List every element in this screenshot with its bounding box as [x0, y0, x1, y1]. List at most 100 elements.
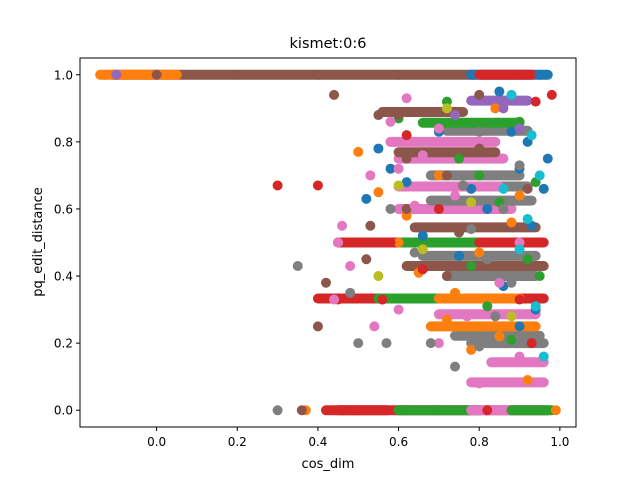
x-tick-label-5: 1.0: [550, 435, 569, 449]
y-tick-label-2: 0.4: [54, 270, 73, 284]
scatter-point-s7-7: [506, 277, 517, 288]
scatter-point-s2-4: [425, 237, 436, 248]
scatter-point-s3-14: [377, 294, 388, 305]
x-tick-label-1: 0.2: [228, 435, 247, 449]
scatter-point-s4-0: [111, 69, 122, 80]
scatter-point-s6-17: [385, 116, 396, 127]
scatter-point-s0-6: [373, 143, 384, 154]
scatter-point-s6-0: [401, 93, 412, 104]
scatter-point-s2-15: [522, 254, 533, 265]
scatter-point-s5-2: [312, 69, 323, 80]
scatter-point-s5-8: [401, 153, 412, 164]
scatter-point-s0-17: [542, 153, 553, 164]
scatter-point-s6-12: [433, 338, 444, 349]
scatter-point-s1-11: [373, 187, 384, 198]
scatter-point-s7-3: [458, 180, 469, 191]
scatter-point-s3-9: [417, 264, 428, 275]
scatter-point-s7-15: [292, 260, 303, 271]
scatter-point-s5-15: [312, 321, 323, 332]
scatter-point-s2-12: [433, 405, 444, 416]
scatter-point-s3-0: [514, 69, 525, 80]
scatter-point-s1-10: [522, 375, 533, 386]
scatter-point-s5-4: [474, 89, 485, 100]
scatter-point-s5-9: [441, 170, 452, 181]
scatter-point-s0-16: [514, 321, 525, 332]
scatter-point-s0-8: [482, 203, 493, 214]
scatter-point-s0-14: [385, 163, 396, 174]
scatter-point-s5-13: [474, 143, 485, 154]
scatter-point-s1-15: [393, 237, 404, 248]
scatter-point-s3-15: [526, 338, 537, 349]
y-tick-label-3: 0.6: [54, 202, 73, 216]
scatter-point-s2-3: [454, 153, 465, 164]
scatter-point-s0-0: [534, 69, 545, 80]
scatter-point-s1-6: [494, 331, 505, 342]
scatter-point-s6-16: [450, 190, 461, 201]
scatter-point-s5-17: [454, 227, 465, 238]
x-tick-label-3: 0.6: [389, 435, 408, 449]
scatter-point-s5-1: [232, 69, 243, 80]
scatter-point-s5-7: [365, 220, 376, 231]
scatter-point-s5-19: [522, 183, 533, 194]
scatter-point-s7-12: [381, 338, 392, 349]
scatter-point-s7-0: [474, 126, 485, 137]
scatter-point-s6-10: [409, 200, 420, 211]
scatter-point-s3-12: [482, 405, 493, 416]
scatter-point-s7-5: [466, 224, 477, 235]
scatter-point-s2-8: [401, 405, 412, 416]
scatter-point-s7-17: [409, 247, 420, 258]
scatter-point-s8-5: [417, 244, 428, 255]
scatter-point-s6-6: [345, 260, 356, 271]
scatter-point-s0-5: [538, 183, 549, 194]
scatter-point-s3-10: [498, 237, 509, 248]
scatter-point-s5-14: [441, 271, 452, 282]
scatter-point-s1-14: [466, 344, 477, 355]
scatter-point-s5-5: [329, 89, 340, 100]
x-axis-ticks: 0.0 0.2 0.4 0.6 0.8 1.0: [147, 427, 569, 449]
scatter-point-s2-6: [482, 301, 493, 312]
scatter-point-s9-1: [534, 170, 545, 181]
scatter-point-s3-17: [433, 203, 444, 214]
scatter-point-s1-16: [433, 170, 444, 181]
scatter-point-s2-13: [506, 334, 517, 345]
scatter-point-s5-3: [393, 69, 404, 80]
chart-title: kismet:0:6: [290, 36, 367, 52]
scatter-point-s9-3: [530, 301, 541, 312]
scatter-point-s2-11: [534, 271, 545, 282]
scatter-point-s6-8: [474, 378, 485, 389]
scatter-point-s5-12: [401, 203, 412, 214]
scatter-point-s7-9: [514, 331, 525, 342]
scatter-point-s6-7: [329, 294, 340, 305]
scatter-point-s1-5: [441, 314, 452, 325]
scatter-point-s7-6: [482, 254, 493, 265]
scatter-point-s1-12: [450, 287, 461, 298]
scatter-point-s6-1: [433, 123, 444, 134]
y-tick-label-0: 0.0: [54, 404, 73, 418]
scatter-point-s1-3: [353, 146, 364, 157]
scatter-point-s6-14: [369, 321, 380, 332]
scatter-point-s3-1: [546, 89, 557, 100]
scatter-point-s6-3: [365, 170, 376, 181]
scatter-point-s0-10: [454, 250, 465, 261]
scatter-point-s7-18: [385, 203, 396, 214]
scatter-point-s0-7: [401, 177, 412, 188]
scatter-point-s7-13: [425, 338, 436, 349]
scatter-point-s5-18: [296, 405, 307, 416]
scatter-point-s2-10: [466, 260, 477, 271]
scatter-point-s9-4: [538, 351, 549, 362]
scatter-point-s7-1: [490, 170, 501, 181]
axes-frame: [79, 57, 577, 428]
scatter-point-s6-4: [337, 220, 348, 231]
y-tick-label-5: 1.0: [54, 68, 73, 82]
scatter-point-s8-0: [373, 271, 384, 282]
x-tick-label-0: 0.0: [147, 435, 166, 449]
y-axis-ticks: 0.0 0.2 0.4 0.6 0.8 1.0: [54, 68, 80, 418]
scatter-point-s2-14: [474, 170, 485, 181]
scatter-point-s9-5: [514, 244, 525, 255]
scatter-point-s4-3: [450, 110, 461, 121]
scatter-point-s9-6: [498, 183, 509, 194]
scatter-point-s0-18: [361, 193, 372, 204]
scatter-point-s3-7: [353, 405, 364, 416]
scatter-point-s9-0: [506, 89, 517, 100]
